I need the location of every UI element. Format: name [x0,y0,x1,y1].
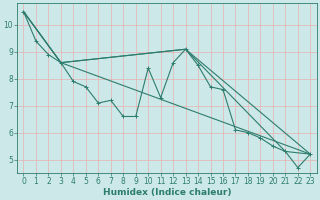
X-axis label: Humidex (Indice chaleur): Humidex (Indice chaleur) [103,188,231,197]
